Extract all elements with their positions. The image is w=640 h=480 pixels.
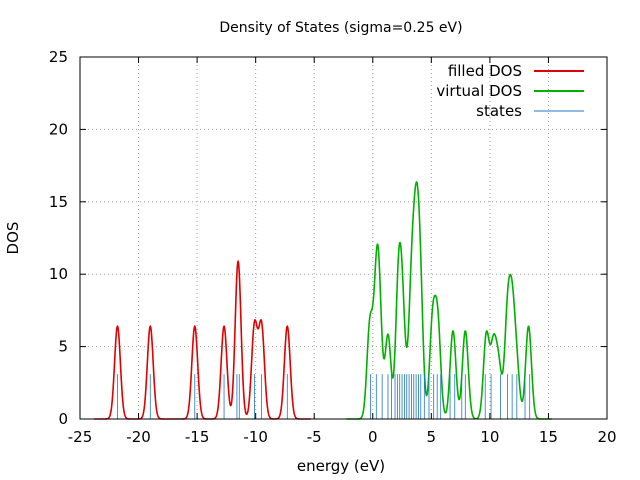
legend: filled DOS virtual DOS states bbox=[436, 62, 584, 120]
y-tick-label: 5 bbox=[58, 338, 68, 356]
x-axis-label: energy (eV) bbox=[297, 457, 385, 475]
x-tick-label: -15 bbox=[185, 428, 210, 446]
y-tick-label: 10 bbox=[49, 265, 68, 283]
y-tick-label: 0 bbox=[58, 410, 68, 428]
y-tick-label: 20 bbox=[49, 120, 68, 138]
series-filled-dos-line bbox=[94, 259, 311, 420]
y-tick-label: 25 bbox=[49, 48, 68, 66]
plot-area bbox=[94, 181, 552, 420]
x-tick-label: 15 bbox=[539, 428, 558, 446]
x-tick-label: 5 bbox=[427, 428, 437, 446]
x-tick-label: -5 bbox=[307, 428, 322, 446]
grid-lines bbox=[80, 57, 607, 419]
x-tick-label: -20 bbox=[126, 428, 151, 446]
x-tick-label: -10 bbox=[243, 428, 268, 446]
x-tick-label: 0 bbox=[368, 428, 378, 446]
series-virtual-dos-line bbox=[346, 181, 552, 420]
chart-title: Density of States (sigma=0.25 eV) bbox=[219, 20, 462, 36]
legend-label: virtual DOS bbox=[436, 82, 522, 100]
y-axis-label: DOS bbox=[4, 222, 22, 255]
legend-label: filled DOS bbox=[448, 62, 522, 80]
plot-frame bbox=[79, 56, 608, 420]
y-tick-label: 15 bbox=[49, 193, 68, 211]
x-tick-label: -25 bbox=[68, 428, 93, 446]
axis-ticks: -25 -20 -15 -10 -5 0 5 10 15 20 0 5 10 15 20 25 bbox=[49, 48, 617, 446]
legend-label: states bbox=[476, 102, 522, 120]
x-tick-label: 20 bbox=[597, 428, 616, 446]
x-tick-label: 10 bbox=[480, 428, 499, 446]
